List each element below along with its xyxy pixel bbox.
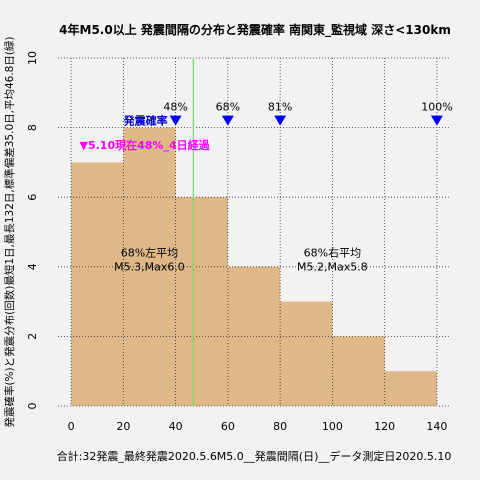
y-tick-label-5: 10 [26,51,39,65]
y-tick-label-3: 6 [26,194,39,201]
average-annotation-0-0: 68%左平均 [121,246,178,259]
x-tick-label-4: 80 [273,420,287,433]
histogram-bar-0 [71,162,124,406]
x-tick-label-2: 40 [169,420,183,433]
probability-marker-1 [221,115,234,126]
probability-label-1: 68% [216,101,240,114]
y-tick-label-0: 0 [26,403,39,410]
y-tick-label-1: 2 [26,333,39,340]
x-tick-label-0: 0 [68,420,75,433]
probability-marker-0 [169,115,182,126]
probability-label-3: 100% [421,101,452,114]
probability-series-label: 発震確率 [123,114,168,128]
current-status-label: ▼5.10現在48%_4日経過 [80,138,211,152]
x-tick-label-5: 100 [322,420,343,433]
probability-label-2: 81% [268,101,292,114]
histogram-bar-6 [384,371,437,406]
histogram-bar-5 [332,336,385,406]
y-tick-label-2: 4 [26,263,39,270]
average-annotation-0-1: M5.3,Max6.0 [114,260,185,273]
plot-area: 0 20 40 60 80 100 120 140 0 2 4 6 8 10 48% 68% 81% 100% 発震… [26,51,453,433]
average-annotation-1-1: M5.2,Max5.8 [297,260,368,273]
probability-marker-2 [274,115,287,126]
x-tick-label-6: 120 [374,420,395,433]
chart-title: 4年M5.0以上 発震間隔の分布と発震確率 南関東_監視域 深さ<130km [59,22,451,38]
x-tick-label-7: 140 [426,420,447,433]
x-tick-label-3: 60 [221,420,235,433]
probability-label-0: 48% [163,101,187,114]
chart-footer: 合計:32発震_最終発震2020.5.6M5.0__発震間隔(日)__データ測定… [57,449,452,463]
probability-marker-3 [430,115,443,126]
average-annotation-1-0: 68%右平均 [304,245,361,259]
x-tick-label-1: 20 [116,420,130,433]
histogram-bar-4 [280,301,333,406]
histogram-bar-2 [175,197,228,406]
y-tick-label-4: 8 [26,124,39,131]
y-axis-label: 発震確率(%)と発震分布(回数)最短1日,最長132日,標準偏差35.0日,平均… [3,36,16,427]
